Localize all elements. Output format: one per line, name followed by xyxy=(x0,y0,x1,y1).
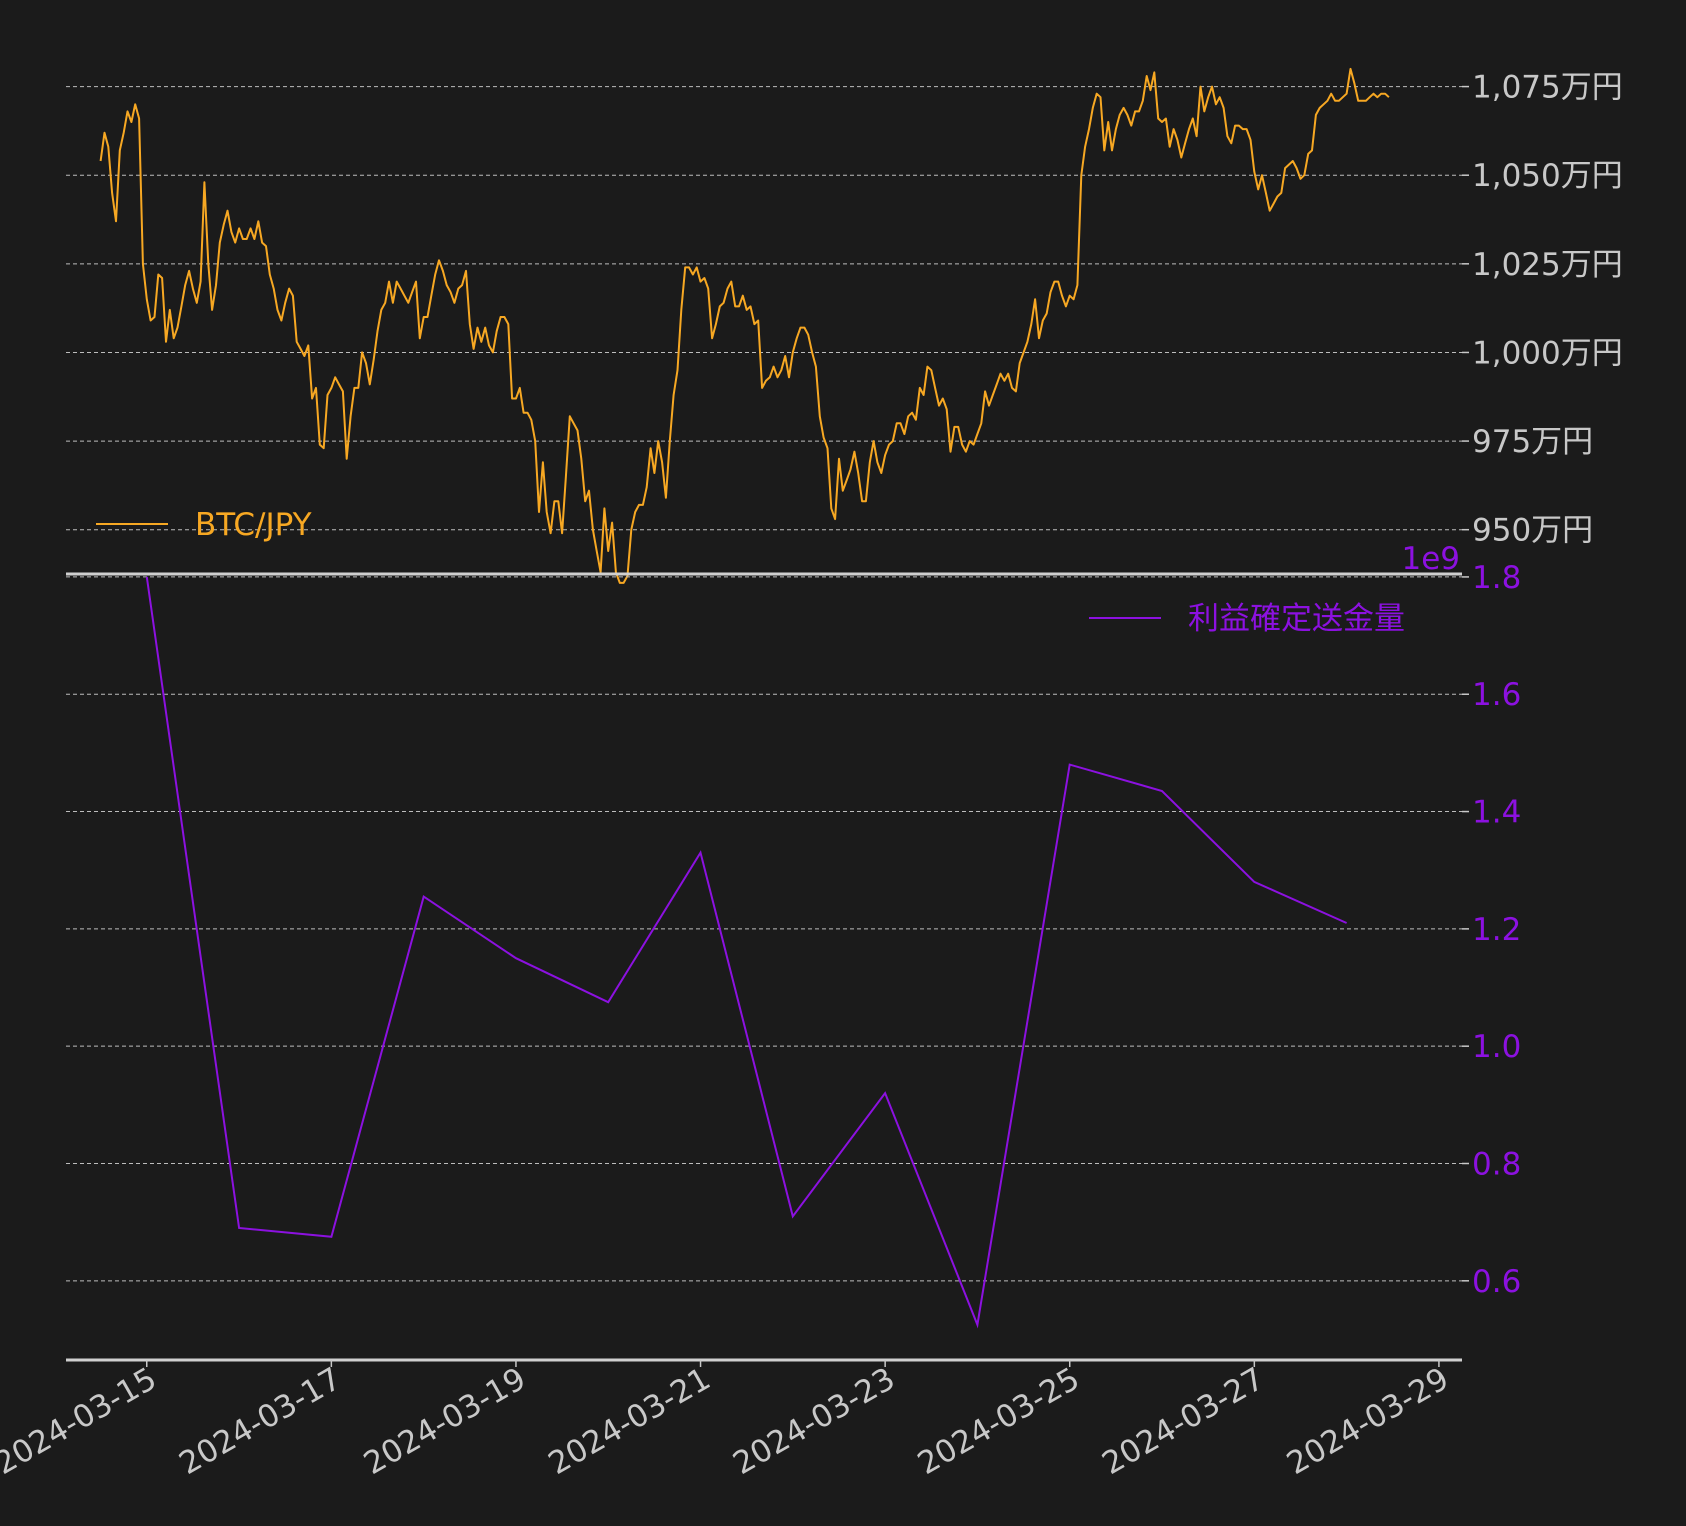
volume-legend-label: 利益確定送金量 xyxy=(1188,601,1405,637)
price-series-line xyxy=(99,67,1390,584)
price-panel: 950万円 975万円 1,000万円 1,025万円 1,050万円 1,075万円 B… xyxy=(66,67,1623,584)
volume-y-tick-label: 1.4 xyxy=(1472,795,1521,831)
price-y-tick-label: 1,050万円 xyxy=(1472,158,1623,194)
price-grid xyxy=(66,86,1462,531)
volume-y-tick-label: 1.6 xyxy=(1472,677,1521,713)
volume-panel: 0.6 0.8 1.0 1.2 1.4 1.6 1.8 1e9 利益確定送金量 xyxy=(66,541,1521,1362)
price-y-tick-label: 975万円 xyxy=(1472,424,1593,460)
price-legend-label: BTC/JPY xyxy=(195,507,312,543)
volume-y-tick-label: 1.2 xyxy=(1472,912,1521,948)
volume-grid xyxy=(66,576,1462,1282)
price-y-axis: 950万円 975万円 1,000万円 1,025万円 1,050万円 1,075万円 xyxy=(1462,70,1623,549)
volume-y-axis: 0.6 0.8 1.0 1.2 1.4 1.6 1.8 xyxy=(1462,560,1521,1300)
price-y-tick-label: 1,025万円 xyxy=(1472,247,1623,283)
price-y-tick-label: 950万円 xyxy=(1472,513,1593,549)
volume-y-tick-label: 0.8 xyxy=(1472,1147,1521,1183)
volume-series-line xyxy=(145,576,1348,1329)
price-y-tick-label: 1,075万円 xyxy=(1472,70,1623,106)
price-legend: BTC/JPY xyxy=(96,507,312,543)
price-y-tick-label: 1,000万円 xyxy=(1472,335,1623,371)
volume-legend: 利益確定送金量 xyxy=(1089,601,1405,637)
volume-y-tick-label: 1.8 xyxy=(1472,560,1521,596)
volume-y-tick-label: 0.6 xyxy=(1472,1264,1521,1300)
volume-y-tick-label: 1.0 xyxy=(1472,1029,1521,1065)
volume-offset-text: 1e9 xyxy=(1401,541,1460,577)
